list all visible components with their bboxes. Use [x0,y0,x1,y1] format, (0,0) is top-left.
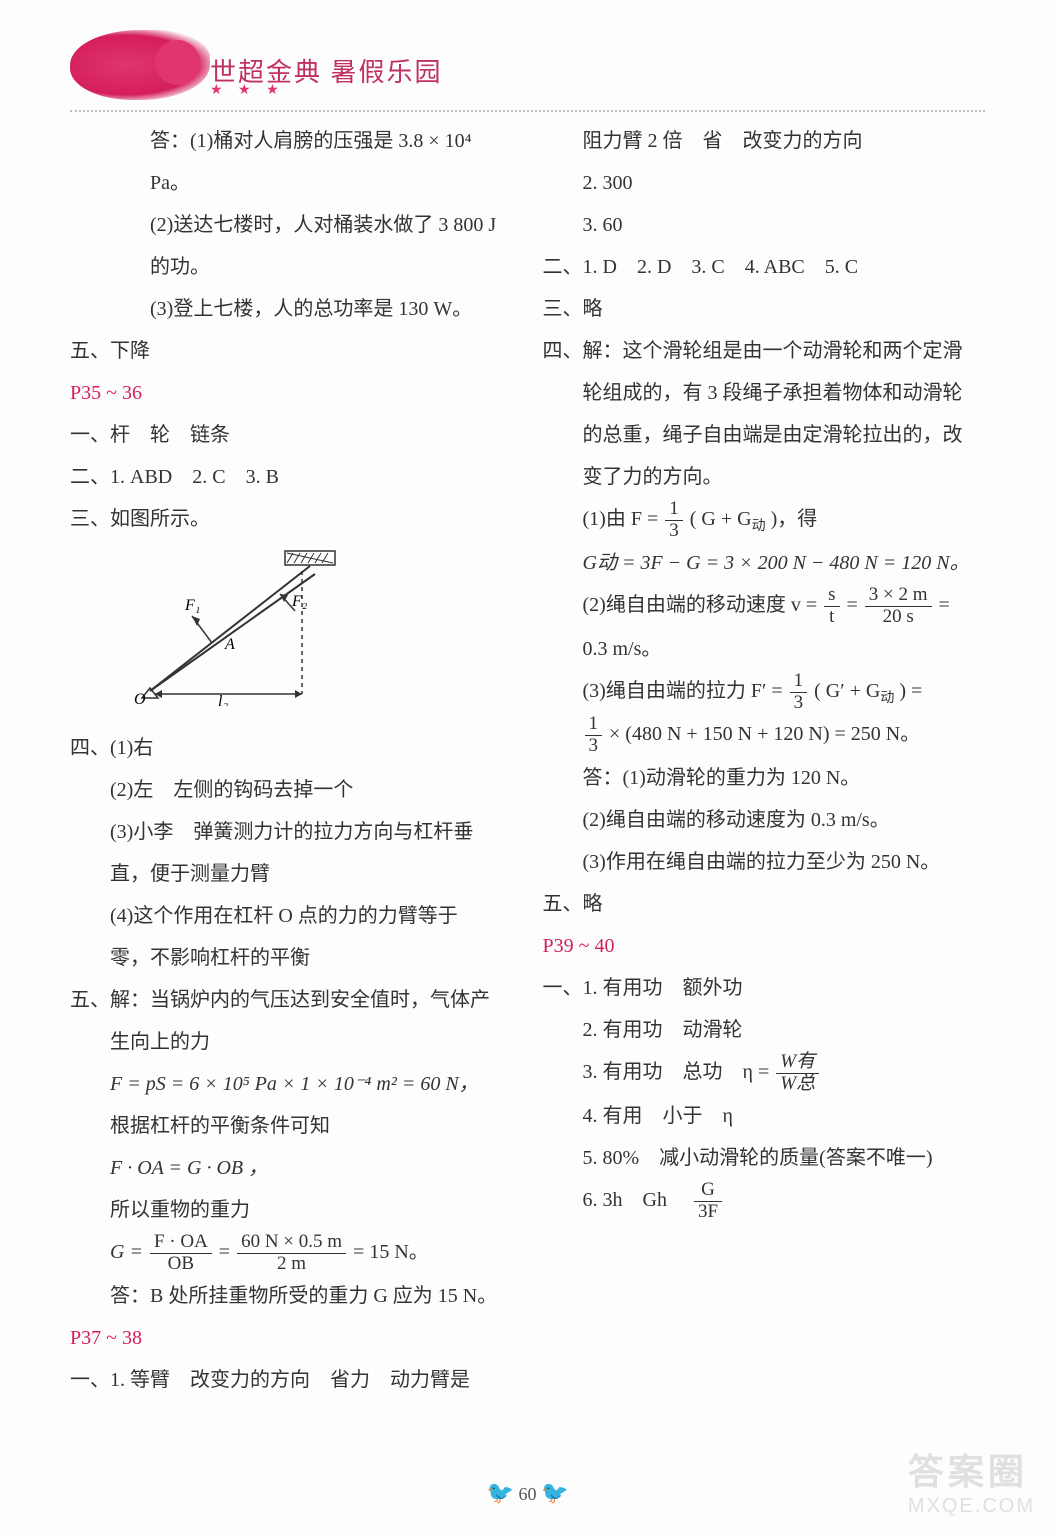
answer-line: 轮组成的，有 3 段绳子承担着物体和动滑轮 [543,372,986,414]
bird-icon: 🐦 [487,1480,514,1505]
answer-line: 一、1. 等臂 改变力的方向 省力 动力臂是 [70,1359,513,1401]
answer-line: 五、下降 [70,330,513,372]
answer-line: 五、解：当锅炉内的气压达到安全值时，气体产 [70,979,513,1021]
left-column: 答：(1)桶对人肩膀的压强是 3.8 × 10⁴ Pa。 (2)送达七楼时，人对… [70,120,513,1401]
answer-line: 的功。 [70,246,513,288]
answer-line: (2)送达七楼时，人对桶装水做了 3 800 J [70,204,513,246]
answer-line: (2)左 左侧的钩码去掉一个 [70,769,513,811]
answer-line: 三、如图所示。 [70,498,513,540]
answer-line: 四、(1)右 [70,727,513,769]
page-ref: P37 ~ 38 [70,1317,513,1359]
equation-line: (1)由 F = 13 ( G + G动 )，得 [543,498,986,542]
answer-line: 二、1. D 2. D 3. C 4. ABC 5. C [543,246,986,288]
answer-line: 一、杆 轮 链条 [70,414,513,456]
equation-line: (2)绳自由端的移动速度 v = st = 3 × 2 m20 s = [543,584,986,628]
bird-icon: 🐦 [541,1480,568,1505]
answer-line: 4. 有用 小于 η [543,1095,986,1137]
answer-line: 0.3 m/s。 [543,628,986,670]
right-column: 阻力臂 2 倍 省 改变力的方向 2. 300 3. 60 二、1. D 2. … [543,120,986,1401]
svg-text:A: A [224,636,235,653]
page-ref: P39 ~ 40 [543,925,986,967]
answer-line: 零，不影响杠杆的平衡 [70,937,513,979]
watermark: 答案圈 MXQE.COM [908,1443,1035,1518]
watermark-cn: 答案圈 [908,1443,1035,1495]
answer-line: 一、1. 有用功 额外功 [543,967,986,1009]
answer-line: (3)登上七楼，人的总功率是 130 W。 [70,288,513,330]
watermark-url: MXQE.COM [908,1495,1035,1518]
answer-line: (3)作用在绳自由端的拉力至少为 250 N。 [543,841,986,883]
answer-line: 答：(1)动滑轮的重力为 120 N。 [543,757,986,799]
main-content: 答：(1)桶对人肩膀的压强是 3.8 × 10⁴ Pa。 (2)送达七楼时，人对… [0,120,1055,1401]
svg-text:l₂: l₂ [218,693,228,706]
answer-line: (3)小李 弹簧测力计的拉力方向与杠杆垂 [70,811,513,853]
answer-line: 3. 60 [543,204,986,246]
lever-diagram: O F₁ A F₂ l₂ [130,546,350,706]
header-divider [70,110,985,112]
answer-line: 二、1. ABD 2. C 3. B [70,456,513,498]
equation-line: G = F · OAOB = 60 N × 0.5 m2 m = 15 N。 [70,1231,513,1275]
answer-line: 根据杠杆的平衡条件可知 [70,1105,513,1147]
answer-line: 所以重物的重力 [70,1189,513,1231]
answer-line: 答：B 处所挂重物所受的重力 G 应为 15 N。 [70,1275,513,1317]
equation-line: F · OA = G · OB ， [70,1147,513,1189]
star-decoration: ★ ★ ★ [210,82,285,99]
answer-line: 2. 300 [543,162,986,204]
equation-line: 3. 有用功 总功 η = W有W总 [543,1051,986,1095]
logo-graphic [70,30,210,100]
answer-line: 生向上的力 [70,1021,513,1063]
answer-line: 五、略 [543,883,986,925]
page-ref: P35 ~ 36 [70,372,513,414]
equation-line: 13 × (480 N + 150 N + 120 N) = 250 N。 [543,713,986,757]
equation-line: G动 = 3F − G = 3 × 200 N − 480 N = 120 N。 [543,542,986,584]
answer-line: 三、略 [543,288,986,330]
answer-line: 四、解：这个滑轮组是由一个动滑轮和两个定滑 [543,330,986,372]
answer-line: 的总重，绳子自由端是由定滑轮拉出的，改 [543,414,986,456]
svg-text:F₂: F₂ [291,593,308,610]
answer-line: 变了力的方向。 [543,456,986,498]
answer-line: 2. 有用功 动滑轮 [543,1009,986,1051]
equation-line: F = pS = 6 × 10⁵ Pa × 1 × 10⁻⁴ m² = 60 N… [70,1063,513,1105]
page-header: 世超金典 暑假乐园 ★ ★ ★ [0,0,1055,110]
page-number-footer: 🐦 60 🐦 [0,1480,1055,1506]
answer-line: 阻力臂 2 倍 省 改变力的方向 [543,120,986,162]
answer-line: 答：(1)桶对人肩膀的压强是 3.8 × 10⁴ Pa。 [70,120,513,204]
answer-line: (4)这个作用在杠杆 O 点的力的力臂等于 [70,895,513,937]
equation-line: 6. 3h Gh G3F [543,1179,986,1223]
equation-line: (3)绳自由端的拉力 F′ = 13 ( G′ + G动 ) = [543,670,986,714]
page-number: 60 [519,1484,537,1504]
answer-line: 直，便于测量力臂 [70,853,513,895]
svg-text:O: O [134,691,146,706]
answer-line: 5. 80% 减小动滑轮的质量(答案不唯一) [543,1137,986,1179]
svg-text:F₁: F₁ [184,597,200,614]
answer-line: (2)绳自由端的移动速度为 0.3 m/s。 [543,799,986,841]
